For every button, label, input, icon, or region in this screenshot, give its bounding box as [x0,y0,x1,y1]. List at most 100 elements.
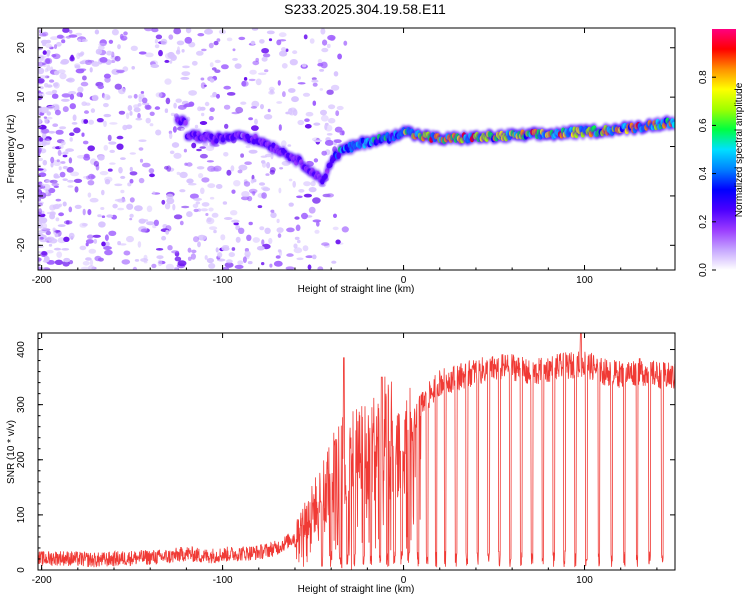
noise-speckle [247,261,253,265]
noise-speckle [249,69,257,75]
noise-speckle [61,39,66,44]
noise-speckle [173,28,182,35]
noise-speckle [89,259,94,266]
noise-speckle [226,37,233,42]
noise-speckle [209,196,215,200]
noise-speckle [223,85,231,90]
noise-speckle [57,149,62,156]
noise-speckle [38,55,45,62]
noise-speckle [133,107,141,113]
noise-speckle [333,139,342,144]
colorbar-ticks: 0.0 0.2 0.4 0.6 0.8 [698,70,716,277]
noise-speckle [328,104,336,110]
noise-speckle [161,235,167,241]
noise-speckle [223,217,233,220]
noise-speckle [48,187,56,194]
noise-speckle [131,66,135,70]
noise-speckle [134,205,143,212]
x-tick-label: -100 [213,275,233,286]
noise-speckle [226,92,236,96]
noise-speckle [87,180,95,186]
noise-speckle [243,77,248,81]
noise-speckle [335,110,340,117]
noise-speckle [200,77,205,81]
noise-speckle [201,112,205,117]
noise-speckle [67,185,74,188]
noise-speckle [285,48,289,52]
noise-speckle [261,160,266,164]
noise-speckle [139,158,144,163]
noise-speckle [82,261,90,266]
noise-speckle [230,210,238,216]
noise-speckle [288,202,294,207]
x-tick-label: 100 [576,575,593,586]
noise-speckle [38,78,45,84]
noise-speckle [89,67,93,73]
noise-speckle [205,145,215,152]
noise-speckle [201,48,207,52]
noise-speckle [233,222,239,226]
noise-speckle [190,253,196,260]
noise-speckle [61,248,70,251]
noise-speckle [138,139,147,142]
noise-speckle [194,124,199,129]
noise-speckle [308,206,316,214]
noise-speckle [336,105,344,111]
noise-speckle [55,198,62,202]
noise-speckle [145,105,152,110]
ridge-cell [671,121,675,128]
noise-speckle [309,38,315,44]
noise-speckle [126,203,134,210]
noise-speckle [77,38,81,43]
noise-speckle [149,123,154,127]
noise-speckle [86,234,94,239]
noise-speckle [38,208,42,215]
noise-speckle [133,93,138,99]
noise-speckle [90,108,96,113]
noise-speckle [343,40,348,46]
noise-speckle [109,149,115,153]
noise-speckle [45,91,55,96]
noise-speckle [122,124,128,131]
noise-speckle [140,228,148,233]
noise-speckle [235,106,244,114]
noise-speckle [202,142,209,147]
noise-speckle [129,166,133,172]
noise-speckle [320,28,326,35]
noise-speckle [185,28,192,34]
noise-speckle [259,39,265,44]
noise-speckle [289,112,295,116]
noise-speckle [129,152,136,155]
noise-speckle [146,205,153,213]
noise-speckle [114,55,121,62]
noise-speckle [215,247,219,253]
noise-speckle [108,39,114,44]
noise-speckle [151,263,157,269]
noise-speckle [92,234,101,238]
noise-speckle [152,191,156,195]
noise-speckle [193,197,203,201]
noise-speckle [265,173,270,176]
spectrogram-y-label: Frequency (Hz) [6,115,17,184]
noise-speckle [164,203,171,210]
noise-speckle [301,212,308,220]
noise-speckle [140,91,145,94]
noise-speckle [74,186,79,193]
noise-speckle [169,150,175,155]
noise-speckle [208,116,214,121]
noise-speckle [114,83,123,90]
noise-speckle [339,130,344,136]
noise-speckle [52,123,59,127]
noise-speckle [39,236,44,240]
noise-speckle [199,121,208,125]
noise-speckle [191,60,198,66]
noise-speckle [216,38,221,42]
noise-speckle [114,183,123,187]
noise-speckle [172,126,177,133]
noise-speckle [304,118,310,122]
noise-speckle [298,189,305,193]
x-tick-label: -100 [213,575,233,586]
noise-speckle [214,59,221,64]
noise-speckle [248,188,258,194]
